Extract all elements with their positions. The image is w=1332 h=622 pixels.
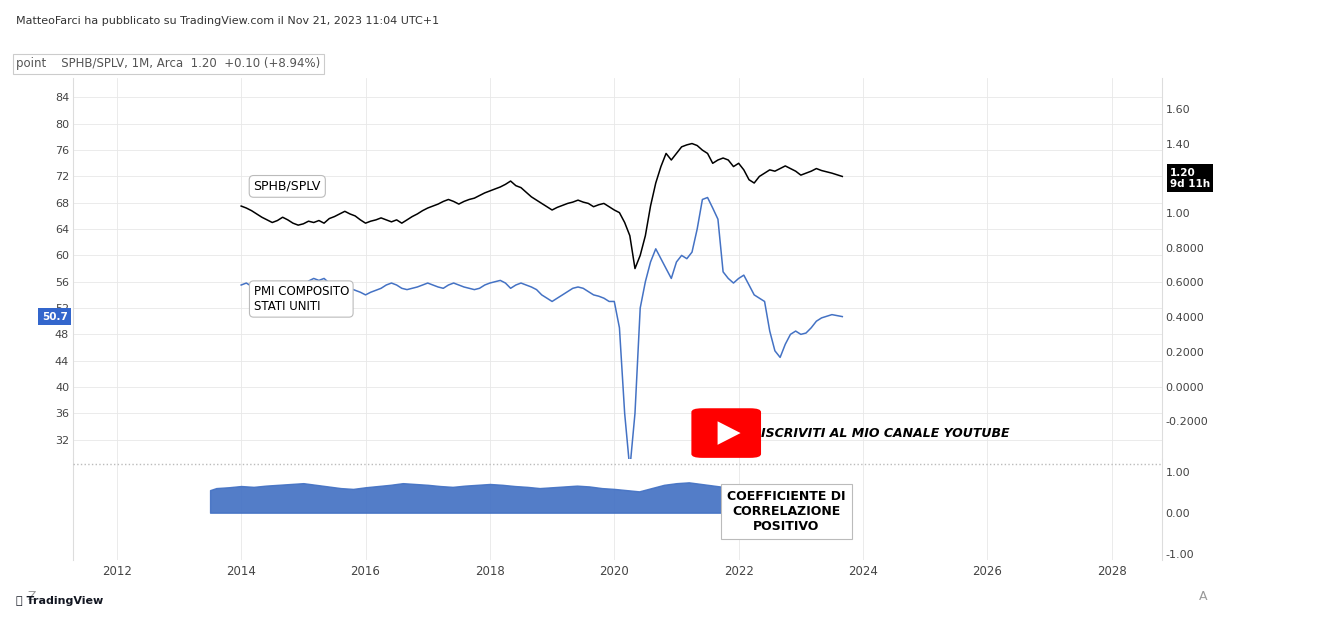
- Text: point    SPHB/SPLV, 1M, Arca  1.20  +0.10 (+8.94%): point SPHB/SPLV, 1M, Arca 1.20 +0.10 (+8…: [16, 57, 320, 70]
- Text: PMI COMPOSITO
STATI UNITI: PMI COMPOSITO STATI UNITI: [253, 285, 349, 313]
- Text: 50.7: 50.7: [41, 312, 68, 322]
- Text: ISCRIVITI AL MIO CANALE YOUTUBE: ISCRIVITI AL MIO CANALE YOUTUBE: [761, 427, 1010, 440]
- Text: Z: Z: [28, 590, 36, 603]
- Text: 1.20
9d 11h: 1.20 9d 11h: [1169, 167, 1209, 189]
- FancyBboxPatch shape: [691, 408, 761, 458]
- Text: MatteoFarci ha pubblicato su TradingView.com il Nov 21, 2023 11:04 UTC+1: MatteoFarci ha pubblicato su TradingView…: [16, 16, 440, 26]
- Text: SPHB/SPLV: SPHB/SPLV: [253, 180, 321, 193]
- Text: COEFFICIENTE DI
CORRELAZIONE
POSITIVO: COEFFICIENTE DI CORRELAZIONE POSITIVO: [727, 490, 846, 533]
- Polygon shape: [718, 421, 741, 445]
- Text: Ⓣ TradingView: Ⓣ TradingView: [16, 596, 104, 606]
- Text: A: A: [1199, 590, 1207, 603]
